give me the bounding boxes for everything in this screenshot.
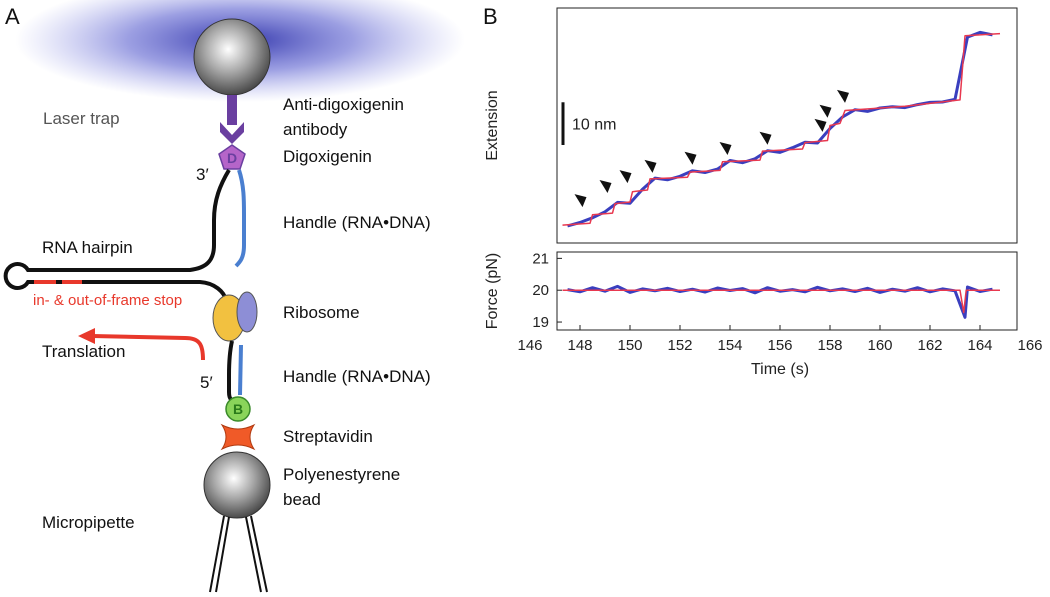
handle-bottom [238, 344, 243, 396]
rna-tail [227, 340, 236, 402]
translation-arrow [91, 334, 205, 361]
series-line [567, 284, 993, 319]
rna-strand [3, 168, 231, 301]
label: Laser trap [43, 109, 120, 128]
plot-frame [556, 251, 1018, 331]
step-marker [814, 118, 827, 132]
translation-arrowhead [78, 328, 95, 344]
x-tick-label: 162 [917, 337, 942, 354]
panel-label: A [5, 4, 20, 29]
step-marker [574, 194, 587, 208]
antibody-stem [227, 95, 237, 125]
x-tick-label: 156 [767, 337, 792, 354]
digoxigenin-symbol: D [227, 150, 237, 166]
scale-bar-label: 10 nm [572, 117, 616, 134]
label: Translation [42, 342, 125, 361]
label: 3′ [196, 165, 209, 184]
series-line [562, 289, 1000, 314]
biotin [225, 396, 251, 422]
x-tick-label: 154 [717, 337, 742, 354]
step-marker [719, 141, 732, 155]
x-tick-label: 160 [867, 337, 892, 354]
pipette-bead [203, 451, 271, 519]
charts: Extension 10 nm Force (pN) 19 20 21 146 148 150 1… [484, 7, 1043, 378]
biotin-symbol: B [233, 401, 243, 417]
y-tick-label: 20 [532, 282, 549, 299]
label: RNA hairpin [42, 238, 133, 257]
label: bead [283, 490, 321, 509]
series-line [562, 32, 1001, 226]
label: antibody [283, 120, 348, 139]
label: Polyenestyrene [283, 465, 400, 484]
step-marker [759, 131, 772, 145]
panel-label: B [483, 4, 498, 29]
label: Handle (RNA•DNA) [283, 367, 431, 386]
streptavidin [220, 423, 256, 451]
label: Streptavidin [283, 427, 373, 446]
x-tick-label: 164 [967, 337, 992, 354]
x-tick-label: 150 [617, 337, 642, 354]
step-marker [619, 170, 632, 184]
step-marker [684, 151, 697, 165]
x-tick-label: 158 [817, 337, 842, 354]
label: Handle (RNA•DNA) [283, 213, 431, 232]
x-axis-label: Time (s) [751, 361, 809, 378]
digoxigenin [218, 144, 246, 170]
ribosome-small [236, 291, 258, 333]
micropipette-walls [209, 515, 268, 593]
x-tick-label: 148 [567, 337, 592, 354]
handle-top [234, 169, 246, 268]
step-marker [819, 104, 832, 118]
plot-frame [556, 7, 1018, 244]
y-axis-label: Force (pN) [484, 253, 501, 329]
label: 5′ [200, 373, 213, 392]
step-marker [837, 89, 849, 103]
label: Ribosome [283, 303, 360, 322]
step-marker [599, 180, 612, 194]
y-tick-label: 19 [532, 314, 549, 331]
y-tick-label: 21 [532, 250, 549, 267]
antibody-arms [220, 122, 244, 144]
label: Digoxigenin [283, 147, 372, 166]
y-axis-label: Extension [484, 90, 501, 160]
trap-bead [193, 18, 271, 96]
label: in- & out-of-frame stop [33, 292, 182, 309]
label: Anti-digoxigenin [283, 95, 404, 114]
step-marker [644, 159, 657, 173]
x-tick-label: 152 [667, 337, 692, 354]
label: Micropipette [42, 513, 135, 532]
x-tick-label: 146 [517, 337, 542, 354]
x-tick-label: 166 [1017, 337, 1042, 354]
